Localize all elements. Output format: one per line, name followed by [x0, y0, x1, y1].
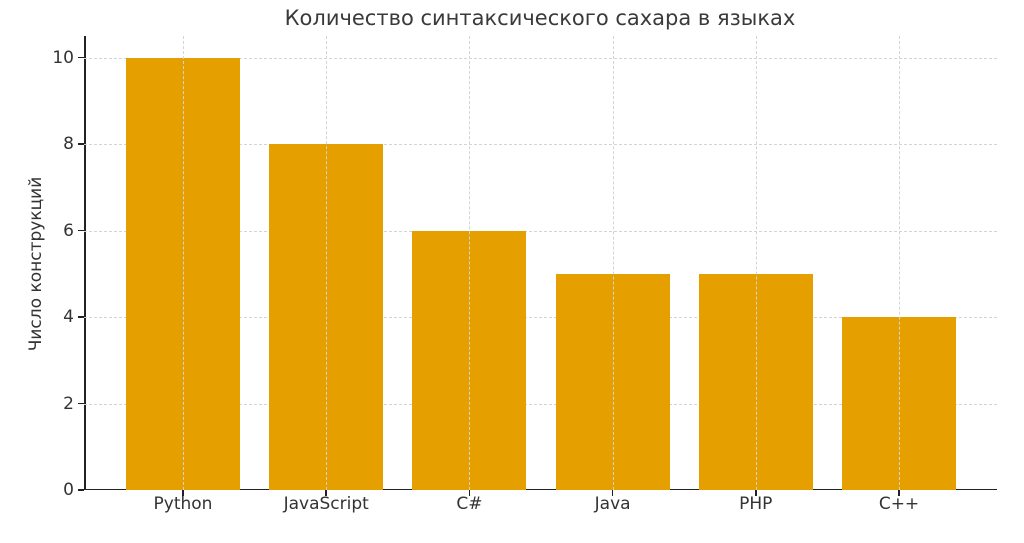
x-tick: [755, 490, 757, 496]
x-tick: [182, 490, 184, 496]
y-tick: [78, 143, 84, 145]
y-tick: [78, 402, 84, 405]
y-gridline: [84, 403, 997, 405]
y-tick-label: 4: [63, 307, 74, 328]
y-tick-label: 0: [63, 480, 74, 500]
x-tick: [468, 490, 471, 496]
chart-title: Количество синтаксического сахара в язык…: [284, 6, 796, 30]
y-axis-spine: [84, 36, 86, 490]
x-tick-label: C#: [456, 494, 483, 514]
plot-area: 0 2 4 6 8 10 Python JavaScript C# Java PHP C++: [52, 36, 997, 514]
x-gridline: [612, 36, 614, 490]
y-axis-label: Число конструкций: [26, 176, 46, 352]
x-tick-label: PHP: [739, 494, 773, 514]
x-tick: [611, 490, 614, 496]
x-tick: [325, 490, 327, 496]
x-axis-spine: [84, 488, 997, 490]
y-tick-label: 8: [63, 134, 74, 155]
x-tick-label: C++: [878, 494, 920, 514]
x-gridline: [469, 36, 471, 490]
y-gridline: [84, 144, 997, 146]
x-gridline: [899, 36, 900, 490]
x-gridline: [183, 36, 184, 490]
x-gridline: [755, 36, 757, 490]
y-tick: [78, 229, 84, 232]
y-tick-label: 2: [63, 393, 74, 414]
y-tick: [78, 56, 84, 59]
y-gridline: [84, 57, 997, 59]
y-tick: [78, 489, 84, 491]
y-tick-label: 10: [52, 47, 74, 68]
x-gridline: [326, 36, 328, 490]
y-tick-label: 6: [63, 220, 74, 241]
y-tick: [78, 316, 84, 318]
x-tick-label: Python: [153, 494, 213, 514]
y-gridline: [84, 317, 997, 319]
x-tick-label: JavaScript: [283, 494, 369, 514]
y-gridline: [84, 230, 997, 232]
x-tick: [898, 490, 900, 496]
x-tick-label: Java: [594, 494, 631, 514]
